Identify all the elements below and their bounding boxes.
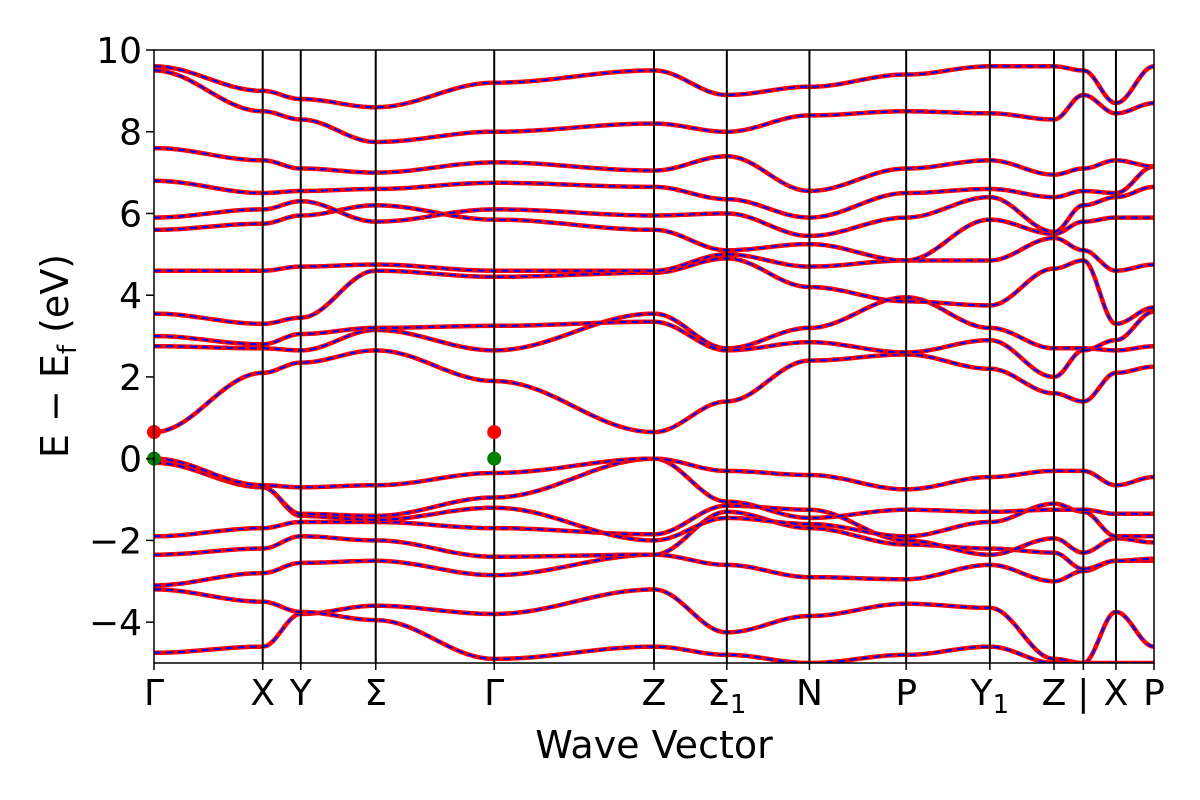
x-tick-label: Z xyxy=(642,673,667,714)
x-tick-label: P xyxy=(895,673,917,714)
band-line-overlay xyxy=(154,204,1154,262)
y-tick-label: 0 xyxy=(119,440,142,481)
band-line-overlay xyxy=(154,349,1154,434)
x-tick-label: P xyxy=(1143,673,1165,714)
y-tick-label: 10 xyxy=(96,31,142,72)
x-tick-label: Y1 xyxy=(970,673,1010,720)
x-axis-ticks: Γ X Y Σ Γ Z Σ1 N P Y1 Z | X P xyxy=(144,663,1165,720)
x-tick-label: X xyxy=(1104,673,1129,714)
x-tick-label: Γ xyxy=(144,673,164,714)
x-tick-label: Σ1 xyxy=(707,673,746,720)
x-tick-label: X xyxy=(250,673,275,714)
x-tick-label: Z xyxy=(1042,673,1067,714)
y-axis-title-subscript: f xyxy=(53,344,83,354)
x-axis-title: Wave Vector xyxy=(535,723,773,767)
y-tick-label: 8 xyxy=(119,113,142,154)
x-tick-label: Y xyxy=(289,673,313,714)
band-line-overlay xyxy=(154,553,1154,587)
y-tick-label: −2 xyxy=(89,521,142,562)
x-tick-label: Γ xyxy=(484,673,504,714)
y-tick-label: −4 xyxy=(89,603,142,644)
y-axis-title: E − Ef (eV) xyxy=(33,254,83,458)
y-axis-ticks: −4 −2 0 2 4 6 8 10 xyxy=(89,31,154,644)
band-line-overlay xyxy=(154,147,1154,193)
x-tick-label: | xyxy=(1077,673,1089,714)
band-line-overlay xyxy=(154,65,1154,109)
x-tick-label: N xyxy=(796,673,823,714)
vbm-marker xyxy=(487,451,502,466)
y-axis-title-main: E − E xyxy=(33,354,77,458)
y-tick-label: 6 xyxy=(119,194,142,235)
band-line-overlay xyxy=(154,310,1154,378)
band-line xyxy=(154,587,1154,663)
band-line-overlay xyxy=(154,457,1154,519)
y-tick-label: 2 xyxy=(119,358,142,399)
band-line-overlay xyxy=(154,296,1154,352)
band-line-overlay xyxy=(154,165,1154,219)
y-tick-label: 4 xyxy=(119,276,142,317)
band-edge-markers xyxy=(147,425,502,466)
cbm-marker xyxy=(487,425,502,440)
kpoint-lines xyxy=(261,50,1117,663)
y-axis-title-unit: (eV) xyxy=(33,254,77,345)
band-line-overlay xyxy=(154,185,1154,237)
band-line-overlay xyxy=(154,510,1154,570)
x-tick-label: Σ xyxy=(364,673,387,714)
